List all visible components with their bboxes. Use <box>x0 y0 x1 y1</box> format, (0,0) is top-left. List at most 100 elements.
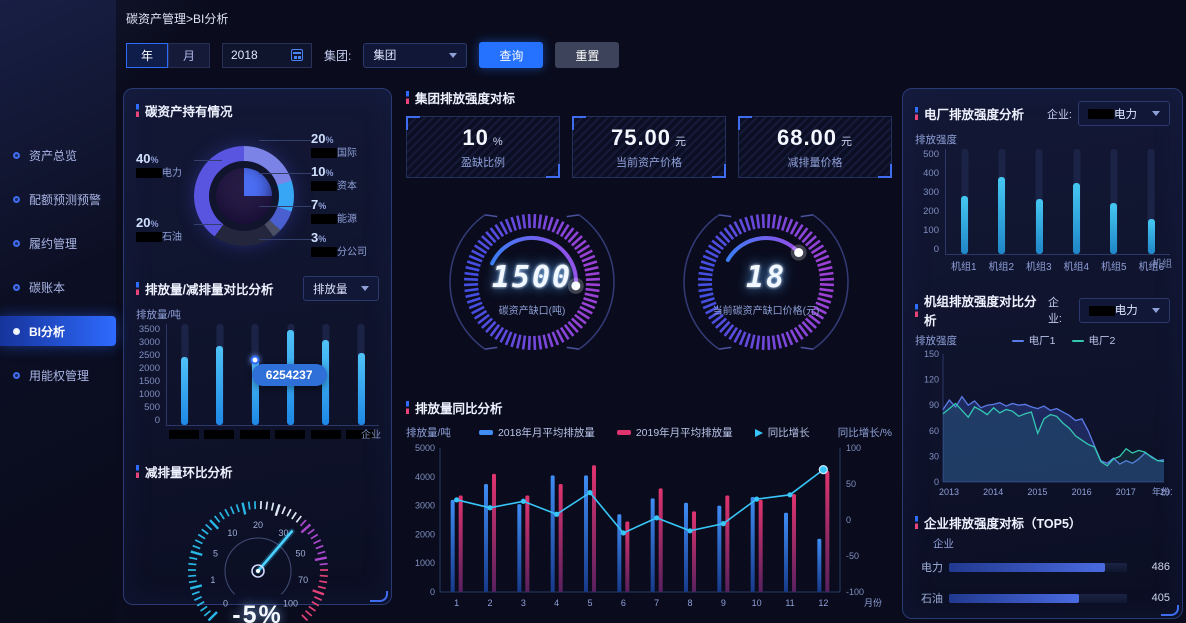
leader-line <box>194 160 222 161</box>
bar-column <box>344 324 379 425</box>
redacted-text <box>275 429 306 439</box>
group-select[interactable]: 集团 <box>363 42 468 68</box>
title-marker-icon <box>915 107 918 120</box>
donut-label: 20% 石油 <box>136 216 222 244</box>
x-tick-label: 机组2 <box>988 262 1015 273</box>
unit-y-axis-name: 排放强度 <box>915 335 957 347</box>
sidebar-item-bi-analysis[interactable]: BI分析 <box>0 316 116 346</box>
stat-unit: 元 <box>675 135 688 148</box>
hbar-value: 486 <box>1151 561 1170 573</box>
metric-select[interactable]: 排放量 <box>303 276 379 301</box>
redacted-text <box>346 429 377 439</box>
sidebar-item-carbon-ledger[interactable]: 碳账本 <box>0 272 116 302</box>
bar-track <box>1147 149 1155 254</box>
svg-text:月份: 月份 <box>864 597 882 608</box>
svg-text:30: 30 <box>929 451 939 461</box>
svg-text:4000: 4000 <box>415 472 435 482</box>
legend-2018[interactable]: 2018年月平均排放量 <box>478 425 595 440</box>
bar-track <box>1110 149 1118 254</box>
yoy-legend-row: 排放量/吨 2018年月平均排放量 2019年月平均排放量 同比增长 同比增长/… <box>406 425 892 440</box>
search-button[interactable]: 查询 <box>479 42 544 68</box>
plant-company-select[interactable]: 电力 <box>1078 101 1170 126</box>
donut-label: 20% 国际 <box>259 132 379 160</box>
date-picker[interactable]: 2018 <box>222 42 312 68</box>
hbar-fill <box>949 593 1079 603</box>
sidebar-item-quota-forecast[interactable]: 配额预测预警 <box>0 184 116 214</box>
period-toggle: 年 月 <box>126 42 210 68</box>
legend-plant2[interactable]: 电厂2 <box>1071 333 1115 348</box>
panel-corner-accent <box>1161 605 1179 616</box>
y-tick-label: 0 <box>933 244 939 255</box>
y-tick-label: 500 <box>144 402 160 413</box>
svg-text:10: 10 <box>227 528 237 538</box>
bar <box>1147 219 1155 254</box>
leader-line <box>259 239 311 240</box>
compare-bar-chart: 3500 3000 2500 2000 1500 1000 500 0 6254237 企业 <box>136 324 381 441</box>
sidebar-item-asset-overview[interactable]: 资产总览 <box>0 140 116 170</box>
unit-title: 机组排放强度对比分析 <box>924 295 1037 328</box>
legend-plant1[interactable]: 电厂1 <box>1011 333 1056 348</box>
plot-area: 6254237 企业 <box>166 324 381 441</box>
svg-text:0: 0 <box>430 587 435 597</box>
bullet-icon <box>13 239 20 247</box>
gauge-label: 碳资产缺口(吨) <box>498 306 566 317</box>
svg-text:2016: 2016 <box>1072 487 1092 497</box>
hbar-barbox <box>949 562 1127 572</box>
sidebar: 资产总览 配额预测预警 履约管理 碳账本 BI分析 用能权管理 <box>0 0 116 623</box>
gauge-label: 当前碳资产缺口价格(元) <box>712 306 820 317</box>
hbar-barbox <box>949 593 1127 603</box>
bar-column <box>1058 149 1095 254</box>
stat-value: 10 <box>462 124 489 150</box>
sidebar-item-label: 资产总览 <box>29 148 78 163</box>
svg-text:50: 50 <box>846 479 856 489</box>
calendar-icon <box>291 49 303 61</box>
metric-select-value: 排放量 <box>313 283 348 296</box>
bar-column: 6254237 <box>238 324 327 425</box>
unit-company-select[interactable]: 电力 <box>1078 297 1170 323</box>
svg-text:7: 7 <box>654 598 659 608</box>
stat-card-reduction-price: 68.00 元 减排量价格 <box>738 116 892 178</box>
plot-area: 机组 <box>945 149 1172 270</box>
title-marker-icon <box>915 303 918 317</box>
x-tick-label <box>344 429 380 440</box>
bar <box>1110 202 1118 254</box>
svg-text:11: 11 <box>785 598 794 608</box>
ring-gauge-svg <box>449 214 615 350</box>
legend-2019[interactable]: 2019年月平均排放量 <box>616 425 733 440</box>
sidebar-item-label: BI分析 <box>29 324 66 339</box>
bar-column <box>1021 149 1058 254</box>
sidebar-item-compliance[interactable]: 履约管理 <box>0 228 116 258</box>
gauge-svg: 0 1 5 10 20 30 50 70 100 <box>187 501 329 622</box>
reset-button[interactable]: 重置 <box>555 42 620 68</box>
svg-text:2017: 2017 <box>1116 487 1136 497</box>
title-marker-icon <box>915 516 918 529</box>
gauge-value: 1500 <box>491 260 573 295</box>
tooltip-dot <box>250 355 260 365</box>
svg-text:3000: 3000 <box>415 501 435 511</box>
redacted-text <box>204 429 235 439</box>
bar <box>216 345 224 425</box>
bar <box>998 177 1006 254</box>
year-tab[interactable]: 年 <box>126 42 168 68</box>
donut-label: 10% 资本 <box>259 165 379 193</box>
x-tick-label <box>273 429 309 440</box>
hbar-value: 405 <box>1151 592 1170 604</box>
svg-text:5: 5 <box>587 598 592 608</box>
svg-text:20: 20 <box>253 520 263 530</box>
bar <box>251 360 259 425</box>
stat-label: 减排量价格 <box>787 156 843 169</box>
y-tick-label: 3500 <box>138 324 160 335</box>
sidebar-item-label: 履约管理 <box>29 236 78 251</box>
right-panel: 电厂排放强度分析 企业: 电力 排放强度 500 400 300 200 100 0 机组机… <box>902 88 1183 619</box>
sidebar-item-energy-rights[interactable]: 用能权管理 <box>0 360 116 390</box>
hbar-category: 电力 <box>921 562 943 574</box>
bullet-icon <box>13 283 20 291</box>
svg-text:0: 0 <box>846 515 851 525</box>
yoy-left-axis-name: 排放量/吨 <box>406 427 451 439</box>
tooltip: 6254237 <box>251 364 327 387</box>
bar <box>181 357 189 425</box>
legend-growth[interactable]: 同比增长 <box>754 425 810 440</box>
svg-text:年份: 年份 <box>1152 486 1170 497</box>
y-tick-label: 1000 <box>138 389 160 400</box>
month-tab[interactable]: 月 <box>168 42 210 68</box>
